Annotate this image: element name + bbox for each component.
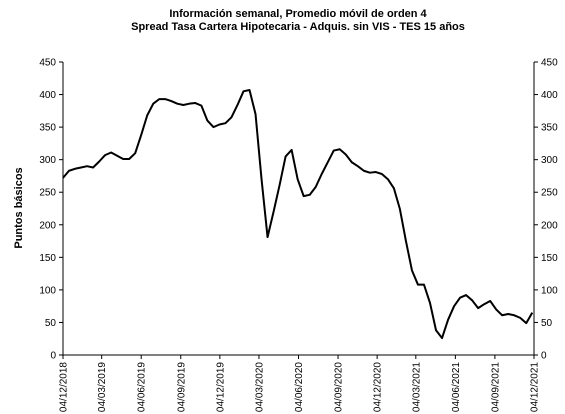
y2-tick-label: 300 [541, 155, 558, 166]
chart-title: Información semanal, Promedio móvil de o… [169, 8, 427, 20]
x-tick-label: 04/12/2018 [59, 362, 70, 412]
x-tick-label: 04/03/2019 [97, 362, 108, 412]
y-tick-label: 350 [39, 123, 56, 134]
x-tick-label: 04/12/2021 [530, 362, 541, 412]
y-axis-label: Puntos básicos [13, 167, 25, 248]
y2-tick-label: 50 [541, 318, 553, 329]
y-tick-label: 100 [39, 285, 56, 296]
x-tick-label: 04/12/2020 [373, 362, 384, 412]
x-tick-label: 04/06/2020 [294, 362, 305, 412]
y-tick-label: 50 [45, 318, 57, 329]
chart-subtitle: Spread Tasa Cartera Hipotecaria - Adquis… [131, 21, 465, 33]
line-series [62, 89, 534, 340]
y2-tick-label: 150 [541, 253, 558, 264]
x-tick-label: 04/06/2021 [451, 362, 462, 412]
y-tick-label: 200 [39, 220, 56, 231]
y-tick-label: 0 [50, 351, 56, 362]
x-tick-label: 04/09/2020 [334, 362, 345, 412]
x-tick-label: 04/12/2019 [215, 362, 226, 412]
x-tick-label: 04/09/2019 [176, 362, 187, 412]
y2-tick-label: 250 [541, 188, 558, 199]
x-tick-label: 04/03/2021 [411, 362, 422, 412]
y-tick-label: 150 [39, 253, 56, 264]
x-tick-label: 04/09/2021 [490, 362, 501, 412]
y2-tick-label: 200 [541, 220, 558, 231]
y2-tick-label: 100 [541, 285, 558, 296]
y2-tick-label: 350 [541, 123, 558, 134]
y2-tick-label: 0 [541, 351, 547, 362]
y2-tick-label: 450 [541, 58, 558, 69]
y-tick-label: 300 [39, 155, 56, 166]
x-tick-label: 04/03/2020 [254, 362, 265, 412]
y-tick-label: 400 [39, 90, 56, 101]
y-tick-label: 450 [39, 58, 56, 69]
x-tick-label: 04/06/2019 [137, 362, 148, 412]
y-tick-label: 250 [39, 188, 56, 199]
y2-tick-label: 400 [541, 90, 558, 101]
